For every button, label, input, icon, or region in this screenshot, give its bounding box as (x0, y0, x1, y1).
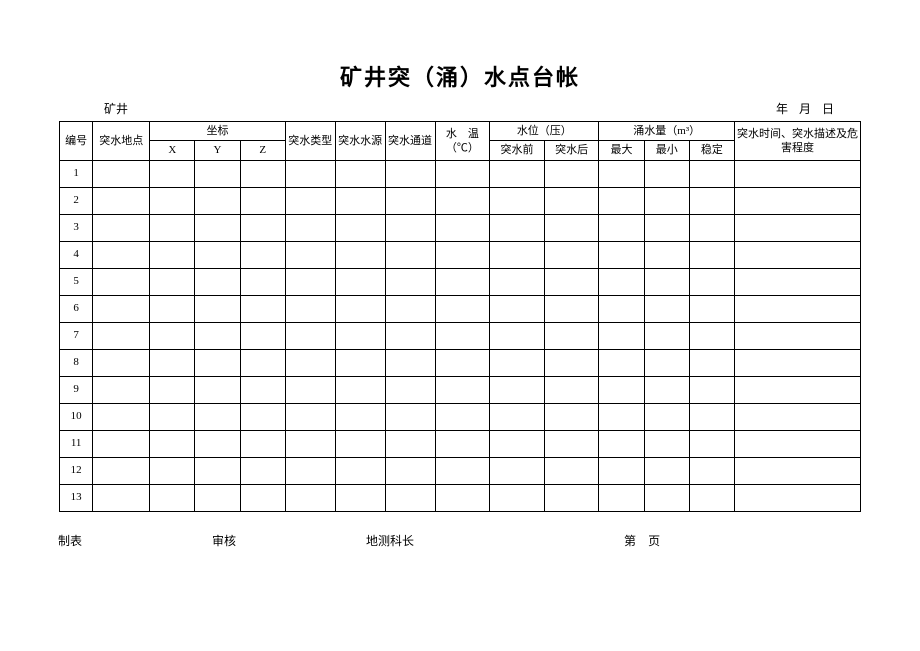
row-num: 6 (60, 295, 93, 322)
footer-chief: 地测科长 (366, 532, 414, 549)
col-flow-min: 最小 (644, 141, 689, 160)
row-num: 4 (60, 241, 93, 268)
col-location: 突水地点 (93, 122, 150, 161)
col-type: 突水类型 (285, 122, 335, 161)
col-coord: 坐标 (150, 122, 285, 141)
table-row: 9 (60, 376, 861, 403)
col-flow: 涌水量（m³） (599, 122, 734, 141)
table-row: 8 (60, 349, 861, 376)
col-wl-before: 突水前 (490, 141, 545, 160)
header-meta: 矿井 年 月 日 (0, 92, 920, 121)
col-flow-max: 最大 (599, 141, 644, 160)
table-row: 13 (60, 484, 861, 511)
row-num: 9 (60, 376, 93, 403)
row-num: 10 (60, 403, 93, 430)
table-row: 2 (60, 187, 861, 214)
col-desc: 突水时间、突水描述及危害程度 (734, 122, 860, 161)
row-num: 12 (60, 457, 93, 484)
ledger-table: 编号 突水地点 坐标 突水类型 突水水源 突水通道 水 温（℃） 水位（压） 涌… (59, 121, 861, 512)
col-x: X (150, 141, 195, 160)
col-wl-after: 突水后 (544, 141, 599, 160)
footer-page: 第页 (624, 532, 672, 549)
row-num: 3 (60, 214, 93, 241)
table-row: 3 (60, 214, 861, 241)
page-title: 矿井突（涌）水点台帐 (0, 0, 920, 92)
row-num: 7 (60, 322, 93, 349)
col-source: 突水水源 (335, 122, 385, 161)
col-num: 编号 (60, 122, 93, 161)
col-channel: 突水通道 (385, 122, 435, 161)
col-waterlevel: 水位（压） (490, 122, 599, 141)
col-temp: 水 温（℃） (435, 122, 490, 161)
footer-meta: 制表 审核 地测科长 第页 (0, 512, 920, 549)
header-mine: 矿井 (104, 100, 128, 117)
col-y: Y (195, 141, 240, 160)
col-flow-stable: 稳定 (689, 141, 734, 160)
row-num: 11 (60, 430, 93, 457)
row-num: 2 (60, 187, 93, 214)
col-z: Z (240, 141, 285, 160)
table-row: 1 (60, 160, 861, 187)
table-row: 12 (60, 457, 861, 484)
table-row: 11 (60, 430, 861, 457)
row-num: 13 (60, 484, 93, 511)
table-body: 1 2 3 4 5 6 7 8 9 10 11 12 13 (60, 160, 861, 511)
header-date: 年 月 日 (776, 100, 838, 117)
footer-reviewer: 审核 (212, 532, 236, 549)
table-row: 4 (60, 241, 861, 268)
table-row: 10 (60, 403, 861, 430)
row-num: 5 (60, 268, 93, 295)
footer-maker: 制表 (58, 532, 82, 549)
table-row: 6 (60, 295, 861, 322)
table-row: 7 (60, 322, 861, 349)
row-num: 8 (60, 349, 93, 376)
row-num: 1 (60, 160, 93, 187)
table-row: 5 (60, 268, 861, 295)
